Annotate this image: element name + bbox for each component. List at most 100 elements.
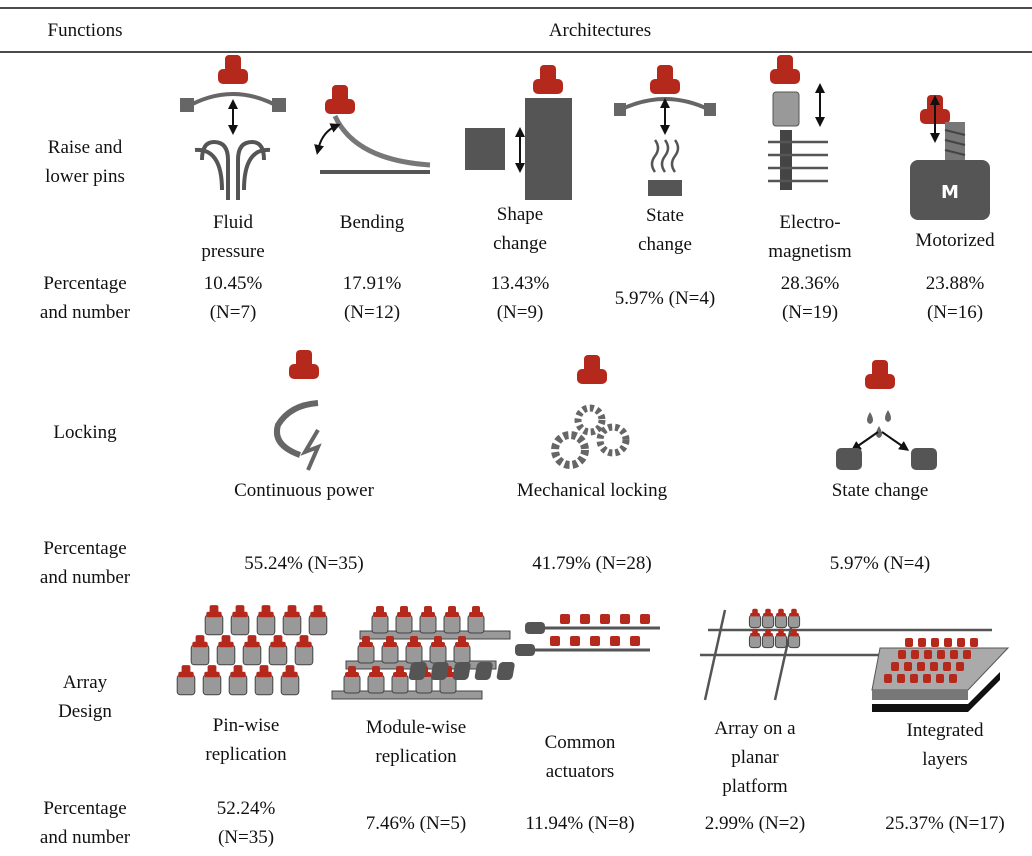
icon-shape [206,612,221,618]
architecture-stat-line: 5.97% (N=4) [615,284,715,313]
motor-label: M [941,182,959,203]
architecture-stat-line: 10.45% [204,269,263,298]
icon-shape [217,645,235,665]
architecture-stat-line: 25.37% (N=17) [885,809,1004,838]
architecture-label-line: replication [366,742,466,771]
icon-shape [295,645,313,665]
architecture-label-line: Electro- [768,208,851,237]
icon-shape [872,690,968,700]
icon-shape [578,408,602,432]
icon-shape [310,612,325,618]
icon-shape [318,126,336,150]
icon-shape [773,92,799,126]
architecture-label-line: Bending [340,208,404,237]
architecture-label: Fluidpressure [201,208,264,266]
icon-shape [177,675,195,695]
architecture-label: Electro-magnetism [768,208,851,266]
architecture-label-line: Module-wise [366,713,466,742]
icon-shape [763,613,773,617]
architecture-stat-line: (N=9) [491,298,550,327]
architecture-label-line: Common [545,728,616,757]
icon-shape [229,675,247,695]
architecture-label: Module-wisereplication [366,713,466,771]
stat-label: Percentageand number [40,794,130,852]
architecture-label: Commonactuators [545,728,616,786]
architecture-stat-line: 5.97% (N=4) [830,549,930,578]
function-label: Locking [53,418,116,447]
icon-shape [270,642,285,648]
icon-shape [309,615,327,635]
stat-label-line: Percentage [40,534,130,563]
icon-shape [614,103,626,116]
icon-shape [382,645,398,663]
icon-shape [762,615,773,628]
icon-shape [956,662,964,671]
icon-shape [272,98,286,112]
icon-shape [610,636,620,646]
architecture-stat-line: 41.79% (N=28) [532,549,651,578]
icon-shape [345,672,359,677]
function-label-line: Raise and [45,133,125,162]
architecture-stat: 55.24% (N=35) [244,549,363,578]
icon-shape [867,410,891,438]
architecture-stat-line: (N=19) [781,298,840,327]
architecture-label-line: Pin-wise [205,711,286,740]
icon-shape [305,430,318,470]
icon-shape [917,662,925,671]
icon-shape [284,612,299,618]
architecture-stat-line: 11.94% (N=8) [525,809,634,838]
icon-shape [232,612,247,618]
column-header: Functions [48,16,123,45]
icon-shape [789,613,799,617]
icon-shape [630,636,640,646]
architecture-label: Motorized [915,226,994,255]
icon-shape [923,674,931,683]
icon-shape [762,635,773,648]
icon-shape [897,674,905,683]
architecture-label: Integratedlayers [906,716,983,774]
architecture-stat: 5.97% (N=4) [615,284,715,313]
architecture-label-line: Mechanical locking [517,476,667,505]
icon-shape [468,615,484,633]
icon-shape [898,650,906,659]
stat-label: Percentageand number [40,534,130,592]
icon-shape [560,614,570,624]
icon-shape [407,642,421,647]
icon-shape [600,614,610,624]
icon-shape [359,642,373,647]
architecture-stat-line: (N=16) [926,298,985,327]
icon-shape [431,642,445,647]
icon-shape [192,642,207,648]
architecture-label: Bending [340,208,404,237]
icon-shape [281,675,299,695]
icon-shape [648,180,682,196]
icon-shape [936,674,944,683]
icon-shape [289,350,319,379]
architecture-label-line: replication [205,740,286,769]
architecture-stat-line: 23.88% [926,269,985,298]
stat-label-line: and number [40,298,130,327]
icon-shape [905,638,913,647]
icon-shape [255,675,273,695]
architecture-label-line: Integrated [906,716,983,745]
architecture-stat: 23.88%(N=16) [926,269,985,327]
icon-shape [258,612,273,618]
icon-shape [372,615,388,633]
icon-shape [763,633,773,637]
icon-shape [931,638,939,647]
icon-shape [775,635,786,648]
icons: M [0,0,1032,856]
architecture-stat-line: 2.99% (N=2) [705,809,805,838]
icon-shape [335,116,430,165]
icon-shape [455,642,469,647]
icon-shape [420,615,436,633]
icon-shape [393,672,407,677]
icon-shape [749,615,760,628]
icon-shape [243,645,261,665]
icon-shape [775,615,786,628]
icon-shape [180,98,194,112]
